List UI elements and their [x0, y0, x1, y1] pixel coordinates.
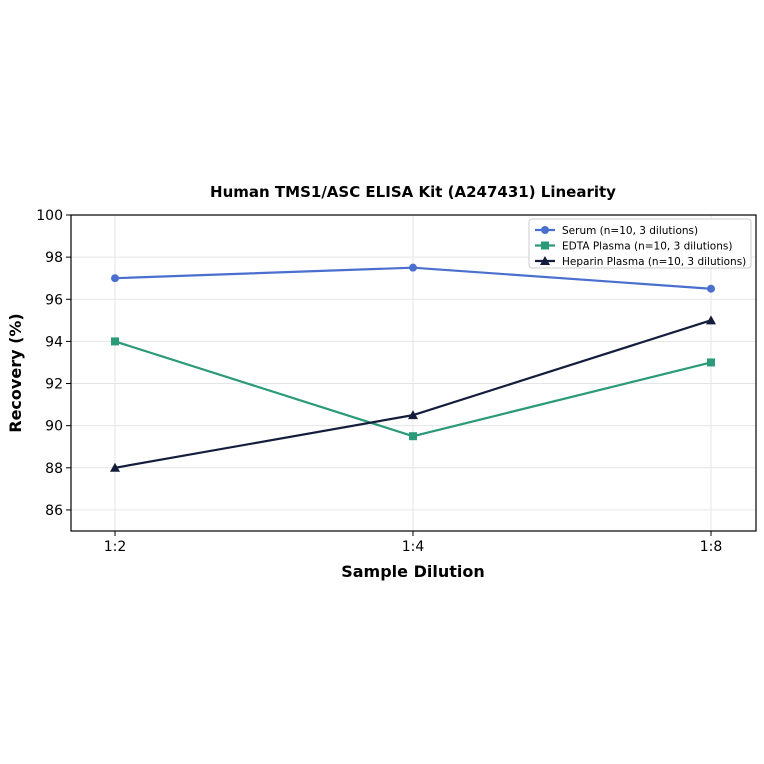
data-point: [111, 274, 119, 283]
data-point: [110, 462, 120, 472]
series-1: [111, 337, 715, 441]
data-point: [409, 432, 417, 441]
y-tick-label: 94: [45, 334, 63, 350]
y-tick-label: 96: [45, 292, 63, 308]
x-tick-label: 1:4: [402, 539, 425, 555]
y-tick-label: 88: [45, 461, 63, 477]
x-tick-label: 1:2: [104, 539, 127, 555]
chart-title: Human TMS1/ASC ELISA Kit (A247431) Linea…: [210, 183, 616, 201]
y-axis-label: Recovery (%): [6, 313, 25, 432]
legend: Serum (n=10, 3 dilutions) EDTA Plasma (n=…: [528, 218, 752, 269]
data-point: [707, 284, 715, 293]
data-point: [707, 358, 715, 367]
legend-marker: [540, 256, 550, 265]
y-tick-label: 98: [45, 250, 63, 266]
series-0: [111, 263, 715, 293]
tick-layer: 86 88 90 92 94 96 98 100 1:2 1:4 1:8: [36, 208, 722, 555]
data-point: [408, 410, 418, 420]
legend-marker: [541, 241, 549, 250]
legend-frame: [528, 218, 752, 269]
y-tick-label: 100: [36, 208, 63, 224]
series-2: [110, 315, 716, 472]
legend-label: EDTA Plasma (n=10, 3 dilutions): [562, 241, 732, 253]
y-tick-label: 90: [45, 419, 63, 435]
data-point: [111, 337, 119, 346]
x-tick-label: 1:8: [700, 539, 723, 555]
legend-label: Heparin Plasma (n=10, 3 dilutions): [562, 256, 746, 268]
legend-marker: [541, 226, 549, 234]
series-layer: [110, 263, 716, 472]
x-axis-label: Sample Dilution: [341, 562, 485, 581]
data-point: [706, 315, 716, 325]
y-tick-label: 86: [45, 503, 63, 519]
data-point: [409, 263, 417, 272]
y-tick-label: 92: [45, 377, 63, 393]
legend-label: Serum (n=10, 3 dilutions): [562, 225, 698, 237]
